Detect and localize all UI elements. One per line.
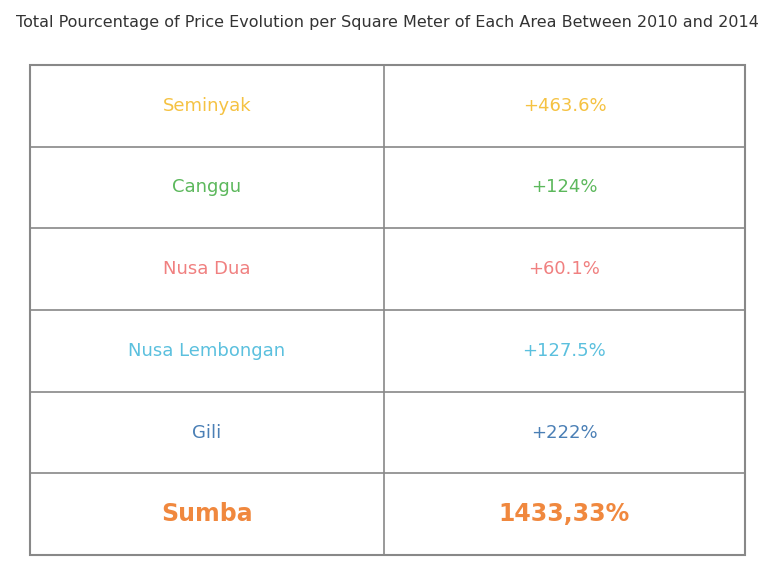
Text: Total Pourcentage of Price Evolution per Square Meter of Each Area Between 2010 : Total Pourcentage of Price Evolution per… (16, 15, 759, 30)
Text: Gili: Gili (192, 424, 222, 441)
Text: +127.5%: +127.5% (522, 342, 606, 360)
Text: +222%: +222% (531, 424, 598, 441)
Text: +60.1%: +60.1% (529, 260, 601, 278)
Text: Canggu: Canggu (172, 178, 242, 197)
Text: +463.6%: +463.6% (522, 97, 606, 115)
Text: Seminyak: Seminyak (163, 97, 251, 115)
Text: Nusa Lembongan: Nusa Lembongan (129, 342, 285, 360)
Text: Sumba: Sumba (161, 502, 253, 526)
Text: +124%: +124% (531, 178, 598, 197)
Text: 1433,33%: 1433,33% (499, 502, 630, 526)
Text: Nusa Dua: Nusa Dua (164, 260, 251, 278)
Bar (30, 65, 745, 555)
